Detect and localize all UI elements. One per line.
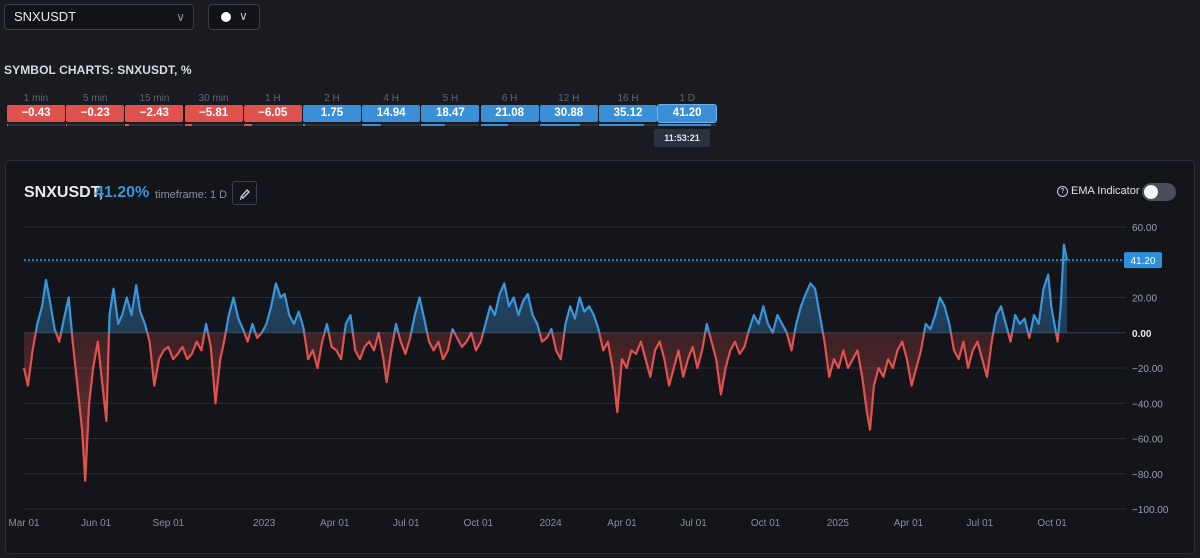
x-tick-label: Jul 01 [680, 518, 707, 529]
timeframe-chip[interactable]: 5 min −0.23 [66, 92, 125, 126]
color-swatch [221, 12, 231, 22]
y-tick-label: −40.00 [1132, 399, 1163, 410]
timeframe-chip[interactable]: 1 D 41.20 [657, 92, 718, 126]
timeframe-chip[interactable]: 1 H −6.05 [243, 92, 302, 126]
positive-area [24, 244, 1067, 333]
x-tick-label: Oct 01 [751, 518, 781, 529]
timeframe-chip[interactable]: 16 H 35.12 [599, 92, 657, 126]
toggle-knob [1144, 185, 1158, 199]
timeframe-bar [7, 124, 65, 126]
x-tick-label: Oct 01 [1037, 518, 1067, 529]
y-tick-label: 60.00 [1132, 223, 1157, 234]
timeframe-value: −0.43 [7, 105, 65, 122]
timeframe-value: 18.47 [421, 105, 480, 122]
timeframe-bar [599, 124, 657, 126]
timeframe-value: 30.88 [539, 105, 598, 122]
x-tick-label: Jun 01 [81, 518, 111, 529]
timeframe-bar [66, 124, 125, 126]
timeframe-value: 14.94 [362, 105, 421, 122]
timeframe-label: 1 min [23, 93, 49, 104]
timeframe-label: 4 H [383, 93, 399, 104]
y-tick-label: −60.00 [1132, 435, 1163, 446]
x-tick-label: 2024 [539, 518, 562, 529]
timeframe-value: −2.43 [125, 105, 184, 122]
timeframe-bar [362, 124, 421, 126]
timeframe-chip[interactable]: 1 min −0.43 [7, 92, 65, 126]
timeframe-chip[interactable]: 2 H 1.75 [303, 92, 361, 126]
timeframe-value: 21.08 [480, 105, 539, 122]
y-tick-label: 0.00 [1132, 329, 1152, 340]
chart-symbol: SNXUSDT, [24, 184, 104, 201]
chevron-down-icon: ∨ [176, 10, 185, 24]
timeframe-bar [303, 124, 361, 126]
x-tick-label: Jul 01 [393, 518, 420, 529]
timeframe-value: −6.05 [243, 105, 302, 122]
symbol-select[interactable]: SNXUSDT ∨ [4, 4, 194, 30]
x-tick-label: 2025 [827, 518, 850, 529]
chart-panel [5, 160, 1195, 554]
chart-percent: 41.20% [95, 184, 150, 201]
color-select[interactable]: ∨ [208, 4, 260, 30]
y-tick-label: 20.00 [1132, 294, 1157, 305]
x-tick-label: Jul 01 [967, 518, 994, 529]
ema-toggle[interactable] [1142, 183, 1176, 201]
timeframe-label: 12 H [558, 93, 580, 104]
timeframe-chip[interactable]: 6 H 21.08 [480, 92, 539, 126]
timeframe-label: 5 H [442, 93, 459, 104]
timeframe-bar [539, 124, 598, 126]
last-value-label: 41.20 [1130, 256, 1155, 267]
timeframe-label: 1 D [679, 93, 695, 104]
last-value-badge [1124, 252, 1162, 269]
timeframe-bar [421, 124, 480, 126]
edit-button[interactable] [232, 181, 257, 205]
timeframe-label: 30 min [198, 93, 229, 104]
timeframe-value: 35.12 [599, 105, 657, 122]
brush-icon [239, 189, 250, 200]
y-tick-label: −20.00 [1132, 364, 1163, 375]
timeframe-chip[interactable]: 4 H 14.94 [362, 92, 421, 126]
x-tick-label: 2023 [253, 518, 276, 529]
x-tick-label: Mar 01 [8, 518, 40, 529]
section-title: SYMBOL CHARTS: SNXUSDT, % [4, 63, 192, 77]
ema-indicator: ? EMA Indicator [1057, 185, 1139, 197]
timeframe-label: 1 H [265, 93, 281, 104]
ema-label: EMA Indicator [1071, 185, 1140, 197]
timeframe-bar [243, 124, 302, 126]
timeframe-label: 5 min [82, 93, 108, 104]
y-tick-label: −100.00 [1132, 505, 1169, 516]
active-time-badge: 11:53:21 [654, 129, 710, 147]
timeframe-label: 6 H [501, 93, 518, 104]
timeframe-label: 15 min [139, 93, 170, 104]
timeframe-bar [184, 124, 243, 126]
timeframe-bar [658, 124, 717, 126]
timeframe-chip[interactable]: 5 H 18.47 [421, 92, 480, 126]
x-tick-label: Apr 01 [320, 518, 350, 529]
timeframe-chip[interactable]: 15 min −2.43 [125, 92, 184, 126]
timeframe-value: −5.81 [184, 105, 243, 122]
x-tick-label: Sep 01 [153, 518, 185, 529]
symbol-select-value: SNXUSDT [14, 9, 77, 24]
timeframe-chip[interactable]: 30 min −5.81 [184, 92, 243, 126]
chart-timeframe: timeframe: 1 D [155, 189, 228, 201]
timeframe-label: 2 H [324, 93, 340, 104]
negative-line [22, 332, 1060, 482]
timeframe-bar [125, 124, 184, 126]
x-tick-label: Apr 01 [894, 518, 924, 529]
x-tick-label: Oct 01 [464, 518, 494, 529]
y-tick-label: −80.00 [1132, 470, 1163, 481]
question-circle-icon[interactable]: ? [1057, 186, 1068, 197]
timeframe-chip[interactable]: 12 H 30.88 [539, 92, 598, 126]
timeframe-value: −0.23 [66, 105, 125, 122]
timeframe-bar [480, 124, 539, 126]
x-tick-label: Apr 01 [607, 518, 637, 529]
negative-area [24, 332, 1067, 481]
chevron-down-icon: ∨ [239, 9, 248, 23]
timeframe-label: 16 H [617, 93, 639, 104]
timeframe-value: 41.20 [657, 104, 718, 123]
timeframe-value: 1.75 [303, 105, 361, 122]
